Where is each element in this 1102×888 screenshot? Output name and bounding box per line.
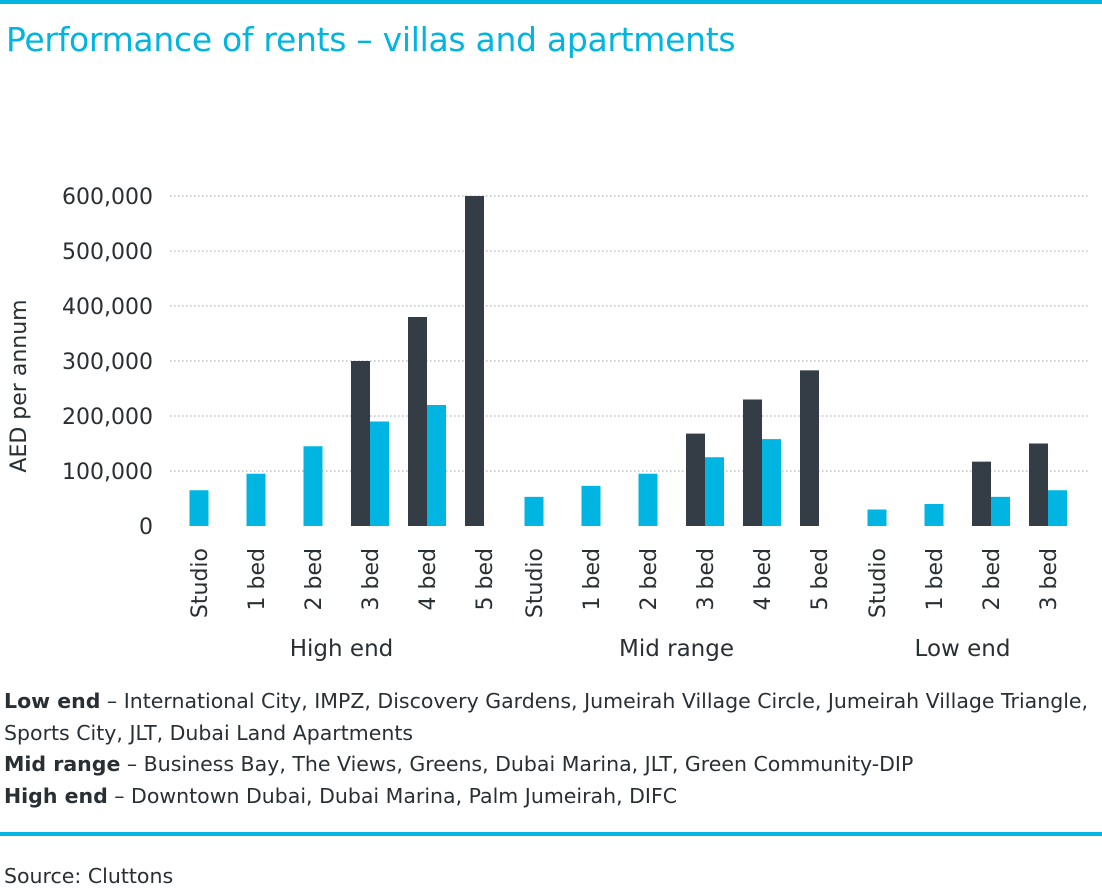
bar-villa bbox=[1029, 443, 1048, 526]
y-axis-label: AED per annum bbox=[7, 299, 32, 472]
note-label: Mid range bbox=[4, 752, 121, 776]
x-tick-label: 5 bed bbox=[473, 548, 498, 610]
y-tick-label: 400,000 bbox=[62, 295, 153, 320]
note-high-end: High end – Downtown Dubai, Dubai Marina,… bbox=[4, 781, 1094, 813]
chart-title: Performance of rents – villas and apartm… bbox=[6, 20, 736, 59]
bar-apartment bbox=[1048, 490, 1067, 526]
x-tick-label: 1 bed bbox=[580, 548, 605, 610]
bar-apartment bbox=[246, 473, 266, 526]
notes: Low end – International City, IMPZ, Disc… bbox=[4, 686, 1094, 812]
bar-apartment bbox=[991, 496, 1010, 526]
x-tick-label: 3 bed bbox=[694, 548, 719, 610]
x-tick-label: 3 bed bbox=[359, 548, 384, 610]
x-tick-label: Studio bbox=[188, 548, 213, 618]
bar-villa bbox=[408, 317, 427, 526]
note-mid-range: Mid range – Business Bay, The Views, Gre… bbox=[4, 749, 1094, 781]
bar-apartment bbox=[524, 496, 544, 526]
x-tick-label: 2 bed bbox=[302, 548, 327, 610]
y-tick-label: 300,000 bbox=[62, 350, 153, 375]
group-label: Low end bbox=[915, 636, 1011, 662]
bar-apartment bbox=[189, 490, 209, 526]
x-tick-label: 2 bed bbox=[637, 548, 662, 610]
y-tick-label: 500,000 bbox=[62, 240, 153, 265]
group-label: High end bbox=[290, 636, 394, 662]
x-tick-label: 2 bed bbox=[980, 548, 1005, 610]
x-tick-label: 1 bed bbox=[245, 548, 270, 610]
x-tick-label: 3 bed bbox=[1037, 548, 1062, 610]
y-tick-label: 600,000 bbox=[62, 185, 153, 210]
note-text: – Downtown Dubai, Dubai Marina, Palm Jum… bbox=[107, 783, 678, 808]
x-tick-label: Studio bbox=[866, 548, 891, 618]
bar-apartment bbox=[370, 421, 389, 526]
x-tick-label: 1 bed bbox=[923, 548, 948, 610]
bar-apartment bbox=[924, 504, 944, 526]
x-tick-label: 4 bed bbox=[416, 548, 441, 610]
bar-villa bbox=[465, 196, 484, 526]
bar-apartment bbox=[867, 509, 887, 526]
y-tick-label: 100,000 bbox=[62, 460, 153, 485]
x-tick-label: 5 bed bbox=[808, 548, 833, 610]
bar-villa bbox=[351, 361, 370, 526]
y-tick-label: 0 bbox=[139, 515, 153, 540]
bottom-rule bbox=[0, 832, 1102, 836]
note-text: – International City, IMPZ, Discovery Ga… bbox=[4, 689, 1089, 745]
x-tick-label: 4 bed bbox=[751, 548, 776, 610]
x-tick-label: Studio bbox=[523, 548, 548, 618]
note-label: High end bbox=[4, 783, 108, 808]
bar-apartment bbox=[638, 473, 658, 526]
bar-villa bbox=[686, 433, 705, 526]
bar-villa bbox=[800, 370, 819, 526]
note-low-end: Low end – International City, IMPZ, Disc… bbox=[4, 686, 1094, 749]
group-label: Mid range bbox=[619, 636, 734, 662]
top-rule bbox=[0, 0, 1102, 4]
note-text: – Business Bay, The Views, Greens, Dubai… bbox=[120, 752, 914, 776]
source-note: Source: Cluttons bbox=[4, 864, 174, 888]
bar-chart: 0 100,000 200,000 300,000 400,000 500,000 600,… bbox=[7, 185, 1090, 662]
y-tick-label: 200,000 bbox=[62, 405, 153, 430]
bar-apartment bbox=[581, 485, 601, 526]
bar-villa bbox=[743, 399, 762, 526]
bar-apartment bbox=[427, 405, 446, 526]
note-label: Low end bbox=[4, 689, 101, 713]
bar-villa bbox=[972, 461, 991, 526]
bar-apartment bbox=[762, 439, 781, 526]
bar-apartment bbox=[705, 457, 724, 526]
bar-apartment bbox=[303, 446, 323, 526]
